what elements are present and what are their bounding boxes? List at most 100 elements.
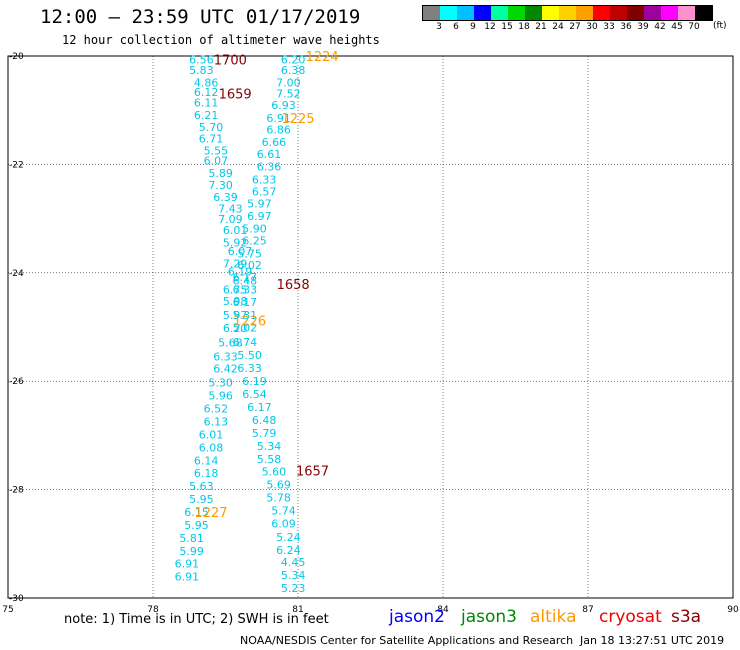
legend-swatch xyxy=(661,6,678,20)
legend-label: 6 xyxy=(453,22,459,32)
x-tick-label: 78 xyxy=(147,605,159,615)
wave-height-value: 6.52 xyxy=(204,402,229,415)
wave-height-value: 5.89 xyxy=(208,167,233,180)
wave-height-value: 5.34 xyxy=(281,569,306,582)
wave-height-value: 6.75 xyxy=(223,284,248,297)
wave-height-value: 6.93 xyxy=(271,99,296,112)
wave-height-value: 5.70 xyxy=(199,121,224,134)
wave-height-value: 6.24 xyxy=(276,544,301,557)
legend-label: 39 xyxy=(637,22,649,32)
pass-time-label: 1700 xyxy=(214,53,247,68)
wave-height-value: 5.23 xyxy=(281,582,306,595)
wave-height-value: 6.14 xyxy=(194,454,219,467)
wave-height-value: 4.45 xyxy=(281,556,306,569)
wave-height-value: 5.60 xyxy=(262,466,287,479)
legend-swatch xyxy=(644,6,661,20)
legend-label: 36 xyxy=(620,22,632,32)
wave-height-value: 6.33 xyxy=(233,284,258,297)
wave-height-value: 6.86 xyxy=(266,124,291,137)
wave-height-value: 5.95 xyxy=(184,519,209,532)
wave-height-value: 5.98 xyxy=(223,295,248,308)
legend-color-bar xyxy=(422,5,713,21)
satellite-cryosat: cryosat xyxy=(599,607,662,627)
legend-swatch xyxy=(593,6,610,20)
legend-labels: 3 6 9 12 15 18 21 24 27 30 33 36 39 42 45 70 xyxy=(422,21,713,33)
y-tick-label: -30 xyxy=(9,594,24,604)
legend-label: 21 xyxy=(535,22,547,32)
wave-height-value: 5.92 xyxy=(223,236,248,249)
legend-label: 3 xyxy=(436,22,442,32)
wave-height-value: 6.08 xyxy=(199,441,224,454)
wave-height-value: 6.36 xyxy=(257,161,282,174)
wave-height-value: 7.09 xyxy=(218,213,243,226)
wave-height-value: 6.20 xyxy=(223,322,248,335)
color-legend: 3 6 9 12 15 18 21 24 27 30 33 36 39 42 45 70 (ft) xyxy=(422,5,727,33)
x-tick-label: 87 xyxy=(582,605,593,615)
legend-swatch xyxy=(610,6,627,20)
wave-height-value: 6.20 xyxy=(281,53,306,66)
legend-swatch xyxy=(559,6,576,20)
wave-height-value: 6.11 xyxy=(194,97,219,110)
wave-height-value: 6.09 xyxy=(271,518,296,531)
wave-height-value: 5.58 xyxy=(257,453,282,466)
wave-height-value: 5.68 xyxy=(218,337,243,350)
wave-height-value: 7.30 xyxy=(208,179,233,192)
y-tick-label: -20 xyxy=(9,52,24,62)
y-tick-label: -28 xyxy=(9,486,24,496)
pass-time-label: 1227 xyxy=(194,506,227,521)
footer-note: note: 1) Time is in UTC; 2) SWH is in fe… xyxy=(64,612,329,627)
x-tick-label: 81 xyxy=(292,605,303,615)
pass-time-label: 1657 xyxy=(296,465,329,480)
wave-height-value: 5.69 xyxy=(266,479,291,492)
wave-height-value: 6.74 xyxy=(233,336,258,349)
wave-height-value: 5.30 xyxy=(208,376,233,389)
legend-swatch xyxy=(440,6,457,20)
wave-height-value: 6.33 xyxy=(237,362,262,375)
wave-height-value: 6.19 xyxy=(242,375,267,388)
wave-height-value: 6.18 xyxy=(194,467,219,480)
wave-height-value: 6.17 xyxy=(233,296,258,309)
wave-height-value: 4.86 xyxy=(194,77,219,90)
legend-label: 30 xyxy=(586,22,598,32)
wave-height-value: 5.75 xyxy=(237,247,262,260)
wave-height-value: 6.38 xyxy=(281,64,306,77)
wave-height-value: 6.56 xyxy=(189,53,214,66)
wave-height-value: 5.55 xyxy=(204,144,229,157)
wave-height-value: 6.02 xyxy=(237,259,262,272)
legend-label: 42 xyxy=(654,22,666,32)
x-tick-label: 90 xyxy=(727,605,739,615)
wave-height-value: 6.66 xyxy=(262,136,287,149)
wave-height-value: 5.79 xyxy=(252,427,277,440)
footer-timestamp: Jan 18 13:27:51 UTC 2019 xyxy=(580,634,725,647)
legend-label: 12 xyxy=(484,22,496,32)
wave-height-value: 6.91 xyxy=(266,112,291,125)
wave-height-value: 6.39 xyxy=(213,191,238,204)
wave-height-value: 6.21 xyxy=(194,109,219,122)
legend-swatch xyxy=(457,6,474,20)
y-tick-label: -22 xyxy=(9,160,24,170)
wave-height-value: 5.02 xyxy=(233,322,258,335)
wave-height-value: 5.31 xyxy=(233,309,258,322)
wave-height-value: 6.13 xyxy=(204,415,229,428)
wave-height-value: 6.17 xyxy=(247,401,272,414)
pass-time-label: 1658 xyxy=(277,278,310,293)
wave-height-value: 6.19 xyxy=(228,266,253,279)
legend-swatch xyxy=(576,6,593,20)
legend-swatch xyxy=(695,6,712,20)
wave-height-value: 5.97 xyxy=(223,309,248,322)
wave-height-value: 5.96 xyxy=(208,389,233,402)
legend-swatch xyxy=(423,6,440,20)
legend-swatch xyxy=(474,6,491,20)
wave-height-value: 6.17 xyxy=(233,271,258,284)
wave-height-value: 6.07 xyxy=(228,245,253,258)
wave-height-value: 6.15 xyxy=(184,506,209,519)
wave-height-value: 6.54 xyxy=(242,388,267,401)
x-tick-label: 75 xyxy=(2,605,13,615)
wave-height-value: 5.83 xyxy=(189,64,214,77)
wave-height-value: 5.34 xyxy=(257,440,282,453)
legend-swatch xyxy=(678,6,695,20)
legend-label: 27 xyxy=(569,22,581,32)
chart-subtitle: 12 hour collection of altimeter wave hei… xyxy=(62,33,380,47)
satellite-jason2: jason2 xyxy=(389,607,445,627)
wave-height-value: 5.24 xyxy=(276,531,301,544)
